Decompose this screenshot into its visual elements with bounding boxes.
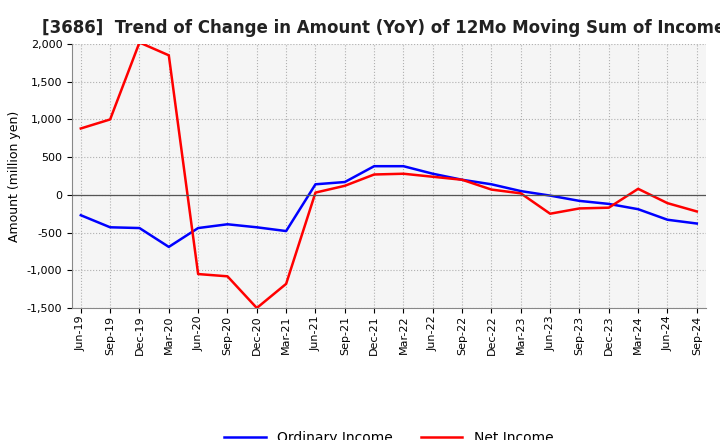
Net Income (399, 171, 408, 176)
Ordinary Income (135, 225, 144, 231)
Line: Net Income: Net Income (81, 43, 697, 308)
Net Income (575, 206, 584, 211)
Net Income (76, 126, 85, 131)
Net Income (341, 183, 349, 188)
Net Income (282, 281, 290, 286)
Net Income (135, 40, 144, 45)
Net Income (458, 177, 467, 183)
Ordinary Income (311, 182, 320, 187)
Ordinary Income (194, 225, 202, 231)
Net Income (487, 187, 496, 192)
Net Income (164, 53, 173, 58)
Net Income (516, 191, 525, 196)
Y-axis label: Amount (million yen): Amount (million yen) (8, 110, 21, 242)
Ordinary Income (164, 244, 173, 249)
Net Income (253, 305, 261, 311)
Ordinary Income (575, 198, 584, 204)
Net Income (106, 117, 114, 122)
Ordinary Income (605, 201, 613, 206)
Net Income (663, 201, 672, 206)
Net Income (428, 174, 437, 180)
Net Income (546, 211, 554, 216)
Ordinary Income (370, 164, 379, 169)
Ordinary Income (253, 225, 261, 230)
Ordinary Income (634, 206, 642, 212)
Ordinary Income (487, 182, 496, 187)
Net Income (223, 274, 232, 279)
Title: [3686]  Trend of Change in Amount (YoY) of 12Mo Moving Sum of Incomes: [3686] Trend of Change in Amount (YoY) o… (42, 19, 720, 37)
Ordinary Income (693, 221, 701, 226)
Ordinary Income (282, 228, 290, 234)
Line: Ordinary Income: Ordinary Income (81, 166, 697, 247)
Ordinary Income (516, 188, 525, 194)
Ordinary Income (76, 213, 85, 218)
Net Income (194, 271, 202, 277)
Net Income (634, 186, 642, 191)
Net Income (605, 205, 613, 210)
Ordinary Income (458, 177, 467, 183)
Ordinary Income (223, 222, 232, 227)
Ordinary Income (341, 180, 349, 185)
Ordinary Income (106, 225, 114, 230)
Legend: Ordinary Income, Net Income: Ordinary Income, Net Income (219, 426, 559, 440)
Net Income (311, 190, 320, 195)
Net Income (693, 209, 701, 214)
Ordinary Income (399, 164, 408, 169)
Ordinary Income (546, 193, 554, 198)
Ordinary Income (663, 217, 672, 222)
Net Income (370, 172, 379, 177)
Ordinary Income (428, 171, 437, 176)
